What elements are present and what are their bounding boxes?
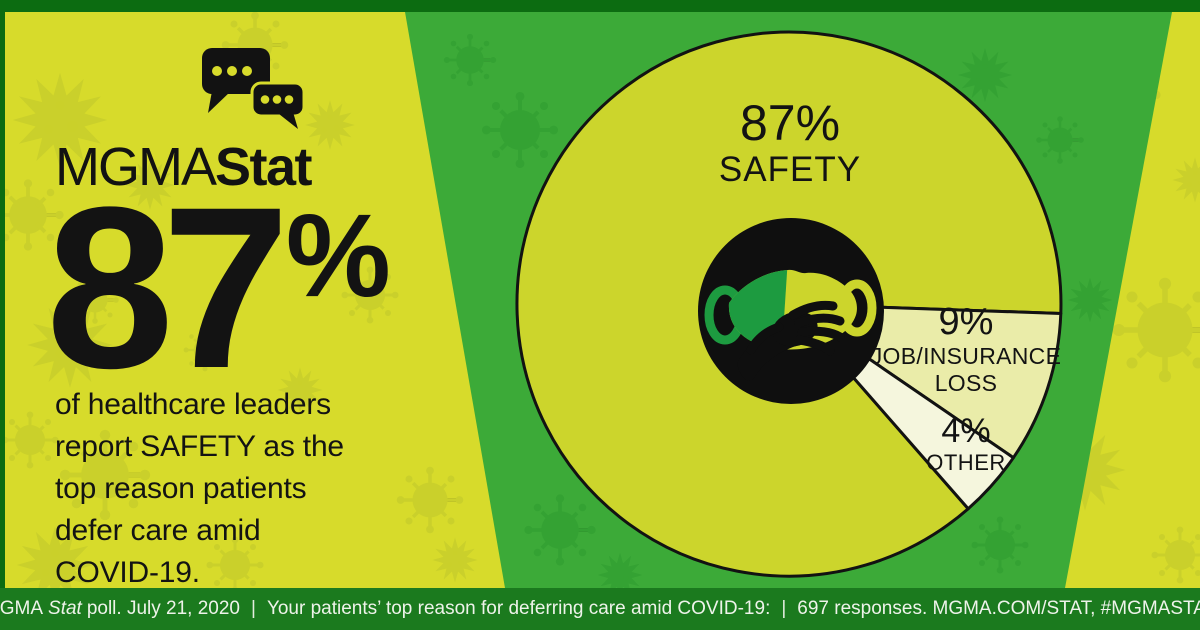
stat-percent-sign: % bbox=[285, 190, 391, 322]
pie-label-safety: 87% SAFETY bbox=[640, 96, 940, 190]
logo-wordmark: MGMAStat bbox=[55, 137, 313, 197]
footer-bar: MGMA Stat poll. July 21, 2020 | Your pat… bbox=[0, 588, 1200, 630]
logo-word-mgma: MGMA bbox=[55, 137, 217, 197]
description-line: top reason patients bbox=[55, 472, 307, 505]
pie-label-job-text-line1: JOB/INSURANCE bbox=[870, 343, 1062, 369]
footer-source: 697 responses. MGMA.COM/STAT, #MGMASTAT bbox=[797, 598, 1200, 619]
footer-brand: MGMA bbox=[0, 598, 44, 619]
chat-bubbles-icon bbox=[202, 48, 306, 129]
description-line: COVID-19. bbox=[55, 556, 200, 589]
description-line: report SAFETY as the bbox=[55, 430, 344, 463]
mgma-stat-logo: MGMAStat bbox=[55, 40, 355, 194]
pie-label-safety-text: SAFETY bbox=[718, 150, 862, 189]
footer-separator: | bbox=[781, 598, 787, 619]
description-line: defer care amid bbox=[55, 514, 261, 547]
headline-description: of healthcare leaders report SAFETY as t… bbox=[55, 384, 344, 594]
description-line: of healthcare leaders bbox=[55, 388, 331, 421]
headline-statistic: 87 % bbox=[46, 159, 391, 416]
pie-label-job-insurance-loss: 9% JOB/INSURANCE LOSS bbox=[860, 301, 1072, 397]
footer-brand-stat: Stat bbox=[48, 598, 82, 619]
pie-label-job-pct: 9% bbox=[938, 301, 994, 343]
stat-value: 87 bbox=[46, 159, 290, 416]
pie-chart bbox=[515, 30, 1063, 578]
footer-separator: | bbox=[251, 598, 256, 619]
face-mask-hand-icon bbox=[698, 218, 884, 404]
pie-label-other-pct: 4% bbox=[941, 412, 991, 450]
pie-label-other-text: OTHER bbox=[926, 450, 1006, 475]
footer-question: Your patients’ top reason for deferring … bbox=[266, 598, 771, 619]
pie-label-safety-pct: 87% bbox=[739, 95, 841, 151]
pie-label-job-text-line2: LOSS bbox=[934, 370, 998, 396]
pie-label-other: 4% OTHER bbox=[880, 413, 1052, 476]
footer-poll-date: poll. July 21, 2020 bbox=[86, 598, 240, 619]
logo-word-stat: Stat bbox=[215, 137, 313, 197]
left-border bbox=[0, 12, 5, 588]
top-border bbox=[0, 0, 1200, 12]
